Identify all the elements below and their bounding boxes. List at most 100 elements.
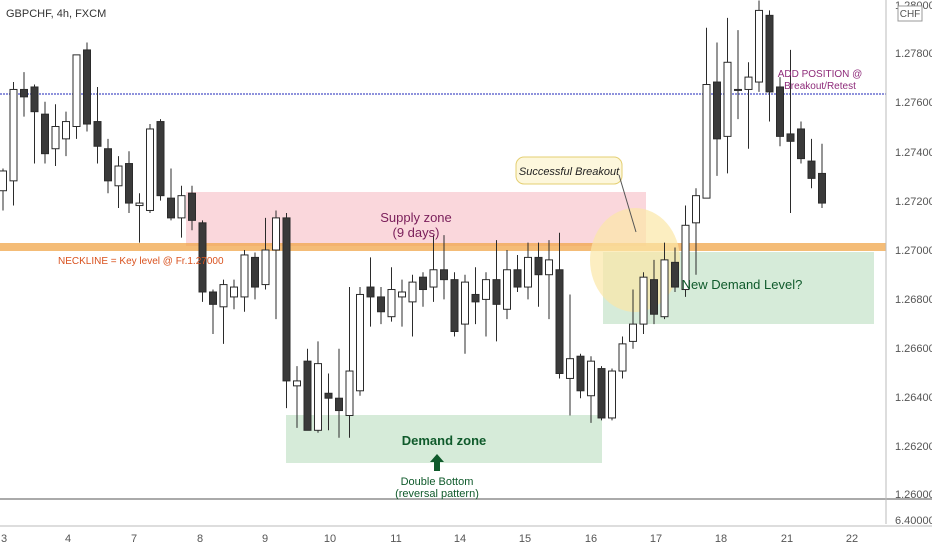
candle-body <box>702 84 711 199</box>
candle <box>303 348 312 431</box>
candle <box>0 168 7 211</box>
candle-body <box>135 202 144 207</box>
candle <box>93 86 102 164</box>
price-axis: 1.28000 1.27800 1.27600 1.27400 1.27200 … <box>895 0 932 527</box>
candle <box>104 138 112 194</box>
candle-body <box>261 249 270 286</box>
candle <box>20 72 28 117</box>
x-tick-label: 10 <box>324 533 336 545</box>
candle-body <box>555 269 564 375</box>
candle-body <box>293 380 301 387</box>
y-tick-label: 6.40000 <box>895 515 932 527</box>
candle <box>62 111 70 157</box>
candle-body <box>797 128 805 160</box>
y-tick-label: 1.27600 <box>895 97 932 109</box>
x-tick-label: 11 <box>390 533 401 545</box>
candle <box>188 185 196 231</box>
candle <box>450 272 459 337</box>
candle-body <box>524 256 532 288</box>
x-tick-label: 22 <box>846 533 858 545</box>
candle <box>198 220 207 302</box>
x-tick-label: 9 <box>262 533 268 545</box>
candle-body <box>734 88 742 91</box>
candle <box>702 27 711 199</box>
candle <box>723 17 732 174</box>
candle-body <box>650 279 658 315</box>
candle-body <box>618 343 627 372</box>
candle <box>429 235 438 302</box>
candle <box>786 49 795 213</box>
candle-body <box>408 281 417 303</box>
currency-badge: CHF <box>900 9 921 20</box>
candle-body <box>419 276 427 291</box>
candle-body <box>156 121 165 197</box>
candle-body <box>366 286 375 298</box>
candle-body <box>272 217 280 251</box>
candle-body <box>482 279 490 300</box>
candle-body <box>723 61 732 137</box>
candle-body <box>345 370 354 416</box>
x-tick-label: 16 <box>585 533 597 545</box>
candle <box>566 294 574 416</box>
symbol-title: GBPCHF, 4h, FXCM <box>6 8 106 20</box>
candle-body <box>146 128 154 211</box>
double-bottom-label: Double Bottom <box>401 476 474 488</box>
candle <box>818 143 826 209</box>
breakout-callout-box <box>515 156 623 185</box>
candle <box>471 267 480 325</box>
candle <box>681 205 690 297</box>
candle <box>314 341 322 433</box>
candle <box>408 274 417 337</box>
candle-body <box>167 197 175 219</box>
supply-zone <box>186 192 646 246</box>
candle <box>629 289 637 349</box>
x-tick-label: 4 <box>65 533 71 545</box>
candle-body <box>513 269 522 288</box>
candle-body <box>639 276 648 325</box>
candle-body <box>765 14 774 93</box>
candle-body <box>282 217 291 382</box>
candle-body <box>713 81 721 140</box>
y-tick-label: 1.26400 <box>895 392 932 404</box>
candle-body <box>744 76 753 90</box>
candle <box>618 336 627 379</box>
candle <box>51 104 60 167</box>
y-tick-label: 1.27000 <box>895 245 932 257</box>
candle-body <box>398 291 406 298</box>
x-tick-label: 15 <box>519 533 531 545</box>
candle-body <box>93 121 102 147</box>
add-position-label: Breakout/Retest <box>784 81 856 92</box>
candle-body <box>125 163 133 204</box>
candle-body <box>377 296 385 313</box>
candle-body <box>114 165 123 187</box>
candle <box>597 366 606 421</box>
candle <box>513 254 522 292</box>
candle <box>608 368 616 421</box>
candle-body <box>209 291 217 305</box>
candle-body <box>303 360 312 431</box>
candle <box>744 62 753 149</box>
x-tick-label: 21 <box>781 533 793 545</box>
candle <box>156 119 165 201</box>
y-tick-label: 1.27400 <box>895 147 932 159</box>
candle <box>776 77 784 147</box>
candle-body <box>566 358 574 379</box>
candle <box>419 272 427 307</box>
candle-body <box>681 224 690 291</box>
supply-zone-label: (9 days) <box>393 225 440 240</box>
y-tick-label: 1.27800 <box>895 48 932 60</box>
candle <box>492 240 501 342</box>
candle <box>807 138 816 189</box>
candle-body <box>671 261 679 288</box>
candle-body <box>461 281 469 325</box>
y-tick-label: 1.27200 <box>895 196 932 208</box>
y-tick-label: 1.26600 <box>895 343 932 355</box>
x-tick-label: 8 <box>197 533 203 545</box>
candle-body <box>356 293 364 392</box>
candle <box>755 0 763 92</box>
candle-body <box>429 269 438 288</box>
x-tick-label: 3 <box>1 533 7 545</box>
candle <box>9 82 18 206</box>
candle-body <box>692 195 700 224</box>
